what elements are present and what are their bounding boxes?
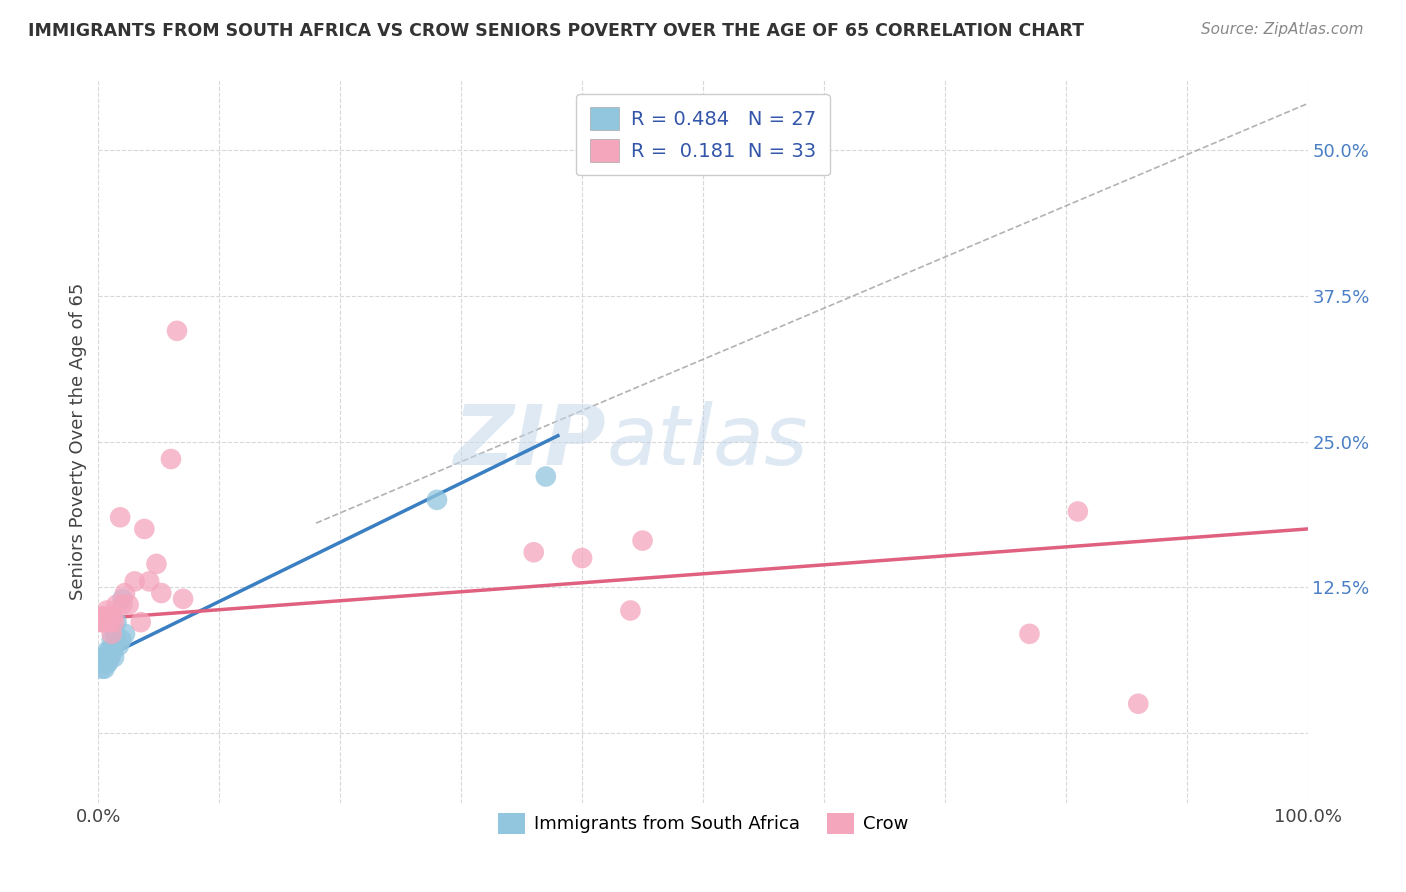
Y-axis label: Seniors Poverty Over the Age of 65: Seniors Poverty Over the Age of 65: [69, 283, 87, 600]
Point: [110, 632, 132, 647]
Text: Source: ZipAtlas.com: Source: ZipAtlas.com: [1201, 22, 1364, 37]
Point: [534, 469, 557, 483]
Point: [100, 627, 122, 641]
Point: [93, 662, 115, 676]
Point: [166, 324, 188, 338]
Point: [93, 650, 115, 665]
Point: [98, 644, 121, 658]
Point: [103, 650, 125, 665]
Point: [124, 574, 146, 589]
Point: [1067, 504, 1090, 518]
Point: [101, 644, 124, 658]
Point: [98, 609, 121, 624]
Point: [94, 650, 117, 665]
Point: [426, 492, 449, 507]
Point: [129, 615, 152, 630]
Point: [108, 639, 131, 653]
Point: [172, 591, 194, 606]
Point: [93, 615, 115, 630]
Point: [100, 650, 122, 665]
Point: [91, 615, 114, 630]
Point: [145, 557, 167, 571]
Point: [108, 510, 131, 524]
Text: atlas: atlas: [606, 401, 808, 482]
Point: [91, 609, 114, 624]
Point: [105, 598, 128, 612]
Point: [160, 452, 183, 467]
Point: [94, 609, 117, 624]
Point: [100, 644, 122, 658]
Point: [90, 615, 112, 630]
Point: [103, 639, 125, 653]
Point: [111, 591, 134, 606]
Point: [114, 586, 136, 600]
Point: [105, 615, 128, 630]
Point: [104, 627, 127, 641]
Point: [150, 586, 173, 600]
Point: [96, 603, 118, 617]
Point: [1128, 697, 1150, 711]
Point: [96, 644, 118, 658]
Point: [523, 545, 546, 559]
Point: [98, 650, 121, 665]
Point: [97, 650, 120, 665]
Point: [111, 598, 134, 612]
Point: [138, 574, 160, 589]
Text: IMMIGRANTS FROM SOUTH AFRICA VS CROW SENIORS POVERTY OVER THE AGE OF 65 CORRELAT: IMMIGRANTS FROM SOUTH AFRICA VS CROW SEN…: [28, 22, 1084, 40]
Point: [100, 632, 122, 647]
Point: [134, 522, 156, 536]
Point: [103, 615, 125, 630]
Legend: Immigrants from South Africa, Crow: Immigrants from South Africa, Crow: [491, 805, 915, 841]
Point: [91, 662, 114, 676]
Text: ZIP: ZIP: [454, 401, 606, 482]
Point: [571, 551, 593, 566]
Point: [1018, 627, 1040, 641]
Point: [619, 603, 641, 617]
Point: [100, 615, 122, 630]
Point: [96, 656, 118, 670]
Point: [114, 627, 136, 641]
Point: [97, 656, 120, 670]
Point: [94, 656, 117, 670]
Point: [97, 615, 120, 630]
Point: [91, 656, 114, 670]
Point: [118, 598, 141, 612]
Point: [101, 609, 124, 624]
Point: [90, 656, 112, 670]
Point: [631, 533, 654, 548]
